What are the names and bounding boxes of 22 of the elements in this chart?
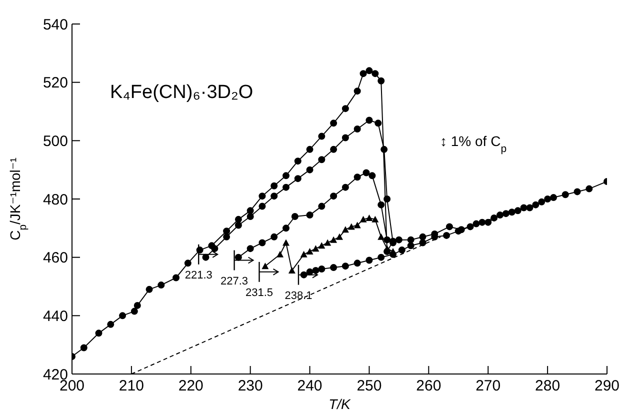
annotation: ↕ 1% of C$_{p}$ [440,133,507,155]
x-tick-label: 290 [594,378,620,395]
x-tick-label: 250 [356,378,382,395]
y-tick-label: 460 [42,250,68,267]
x-tick-label: 280 [535,378,560,395]
x-tick-label: 220 [178,378,204,395]
x-axis-title: T/K [328,396,352,412]
y-tick-label: 520 [42,74,68,92]
annotation: 238.1 [284,290,312,302]
x-tick-label: 270 [476,378,501,395]
text: K₄Fe(CN)₆·3D₂O [110,82,254,103]
annotation: 221.3 [184,269,212,282]
y-tick-label: 440 [42,308,68,325]
y-tick-label: 540 [42,16,68,34]
annotation: 231.5 [245,286,274,299]
x-tick-label: 240 [297,378,322,395]
y-tick-label: 480 [42,191,68,208]
annotation: 227.3 [220,275,248,288]
x-tick-label: 260 [416,378,442,395]
y-tick-label: 500 [42,132,68,150]
x-tick-label: 210 [118,378,144,395]
x-tick-label: 230 [238,378,263,395]
